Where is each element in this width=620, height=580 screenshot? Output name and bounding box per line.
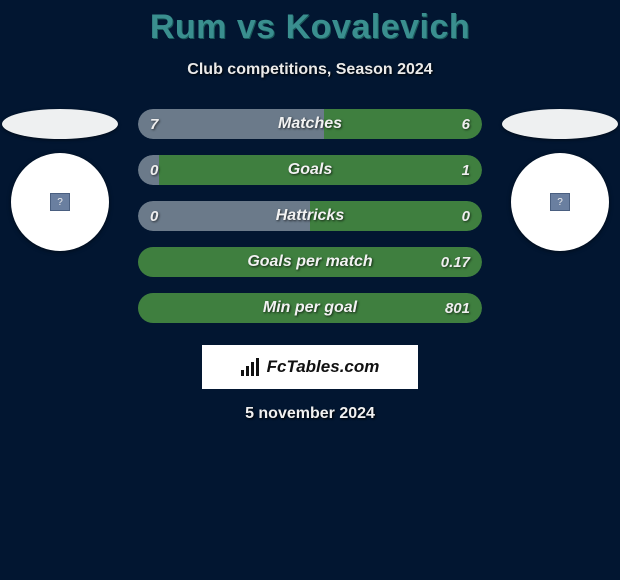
page-subtitle: Club competitions, Season 2024 <box>0 61 620 79</box>
bar-value-left: 7 <box>150 109 158 139</box>
player-right-avatar <box>511 153 609 251</box>
bars-icon <box>241 358 263 376</box>
bar-value-right: 801 <box>445 293 470 323</box>
stat-bar: 801Min per goal <box>138 293 482 323</box>
bar-value-right: 6 <box>462 109 470 139</box>
bar-value-left: 0 <box>150 201 158 231</box>
bar-value-right: 0.17 <box>441 247 470 277</box>
bar-fill-right <box>310 201 482 231</box>
bar-fill-left <box>138 201 310 231</box>
player-right-name-oval <box>502 109 618 139</box>
bar-fill-right <box>159 155 482 185</box>
stat-bar: 76Matches <box>138 109 482 139</box>
bar-value-right: 1 <box>462 155 470 185</box>
bar-fill-right <box>138 293 482 323</box>
player-right-panel <box>500 109 620 251</box>
bar-fill-right <box>324 109 482 139</box>
player-left-panel <box>0 109 120 251</box>
brand-text: FcTables.com <box>267 357 380 377</box>
bar-value-left: 0 <box>150 155 158 185</box>
player-left-name-oval <box>2 109 118 139</box>
stat-bar: 00Hattricks <box>138 201 482 231</box>
bar-fill-left <box>138 109 324 139</box>
date-label: 5 november 2024 <box>0 405 620 423</box>
bar-value-right: 0 <box>462 201 470 231</box>
bar-fill-right <box>138 247 482 277</box>
content-area: 76Matches01Goals00Hattricks0.17Goals per… <box>0 109 620 423</box>
stat-bar: 01Goals <box>138 155 482 185</box>
placeholder-icon <box>50 193 70 211</box>
brand-box[interactable]: FcTables.com <box>202 345 418 389</box>
stat-bar: 0.17Goals per match <box>138 247 482 277</box>
player-left-avatar <box>11 153 109 251</box>
placeholder-icon <box>550 193 570 211</box>
stat-bars: 76Matches01Goals00Hattricks0.17Goals per… <box>138 109 482 323</box>
page-title: Rum vs Kovalevich <box>0 0 620 47</box>
